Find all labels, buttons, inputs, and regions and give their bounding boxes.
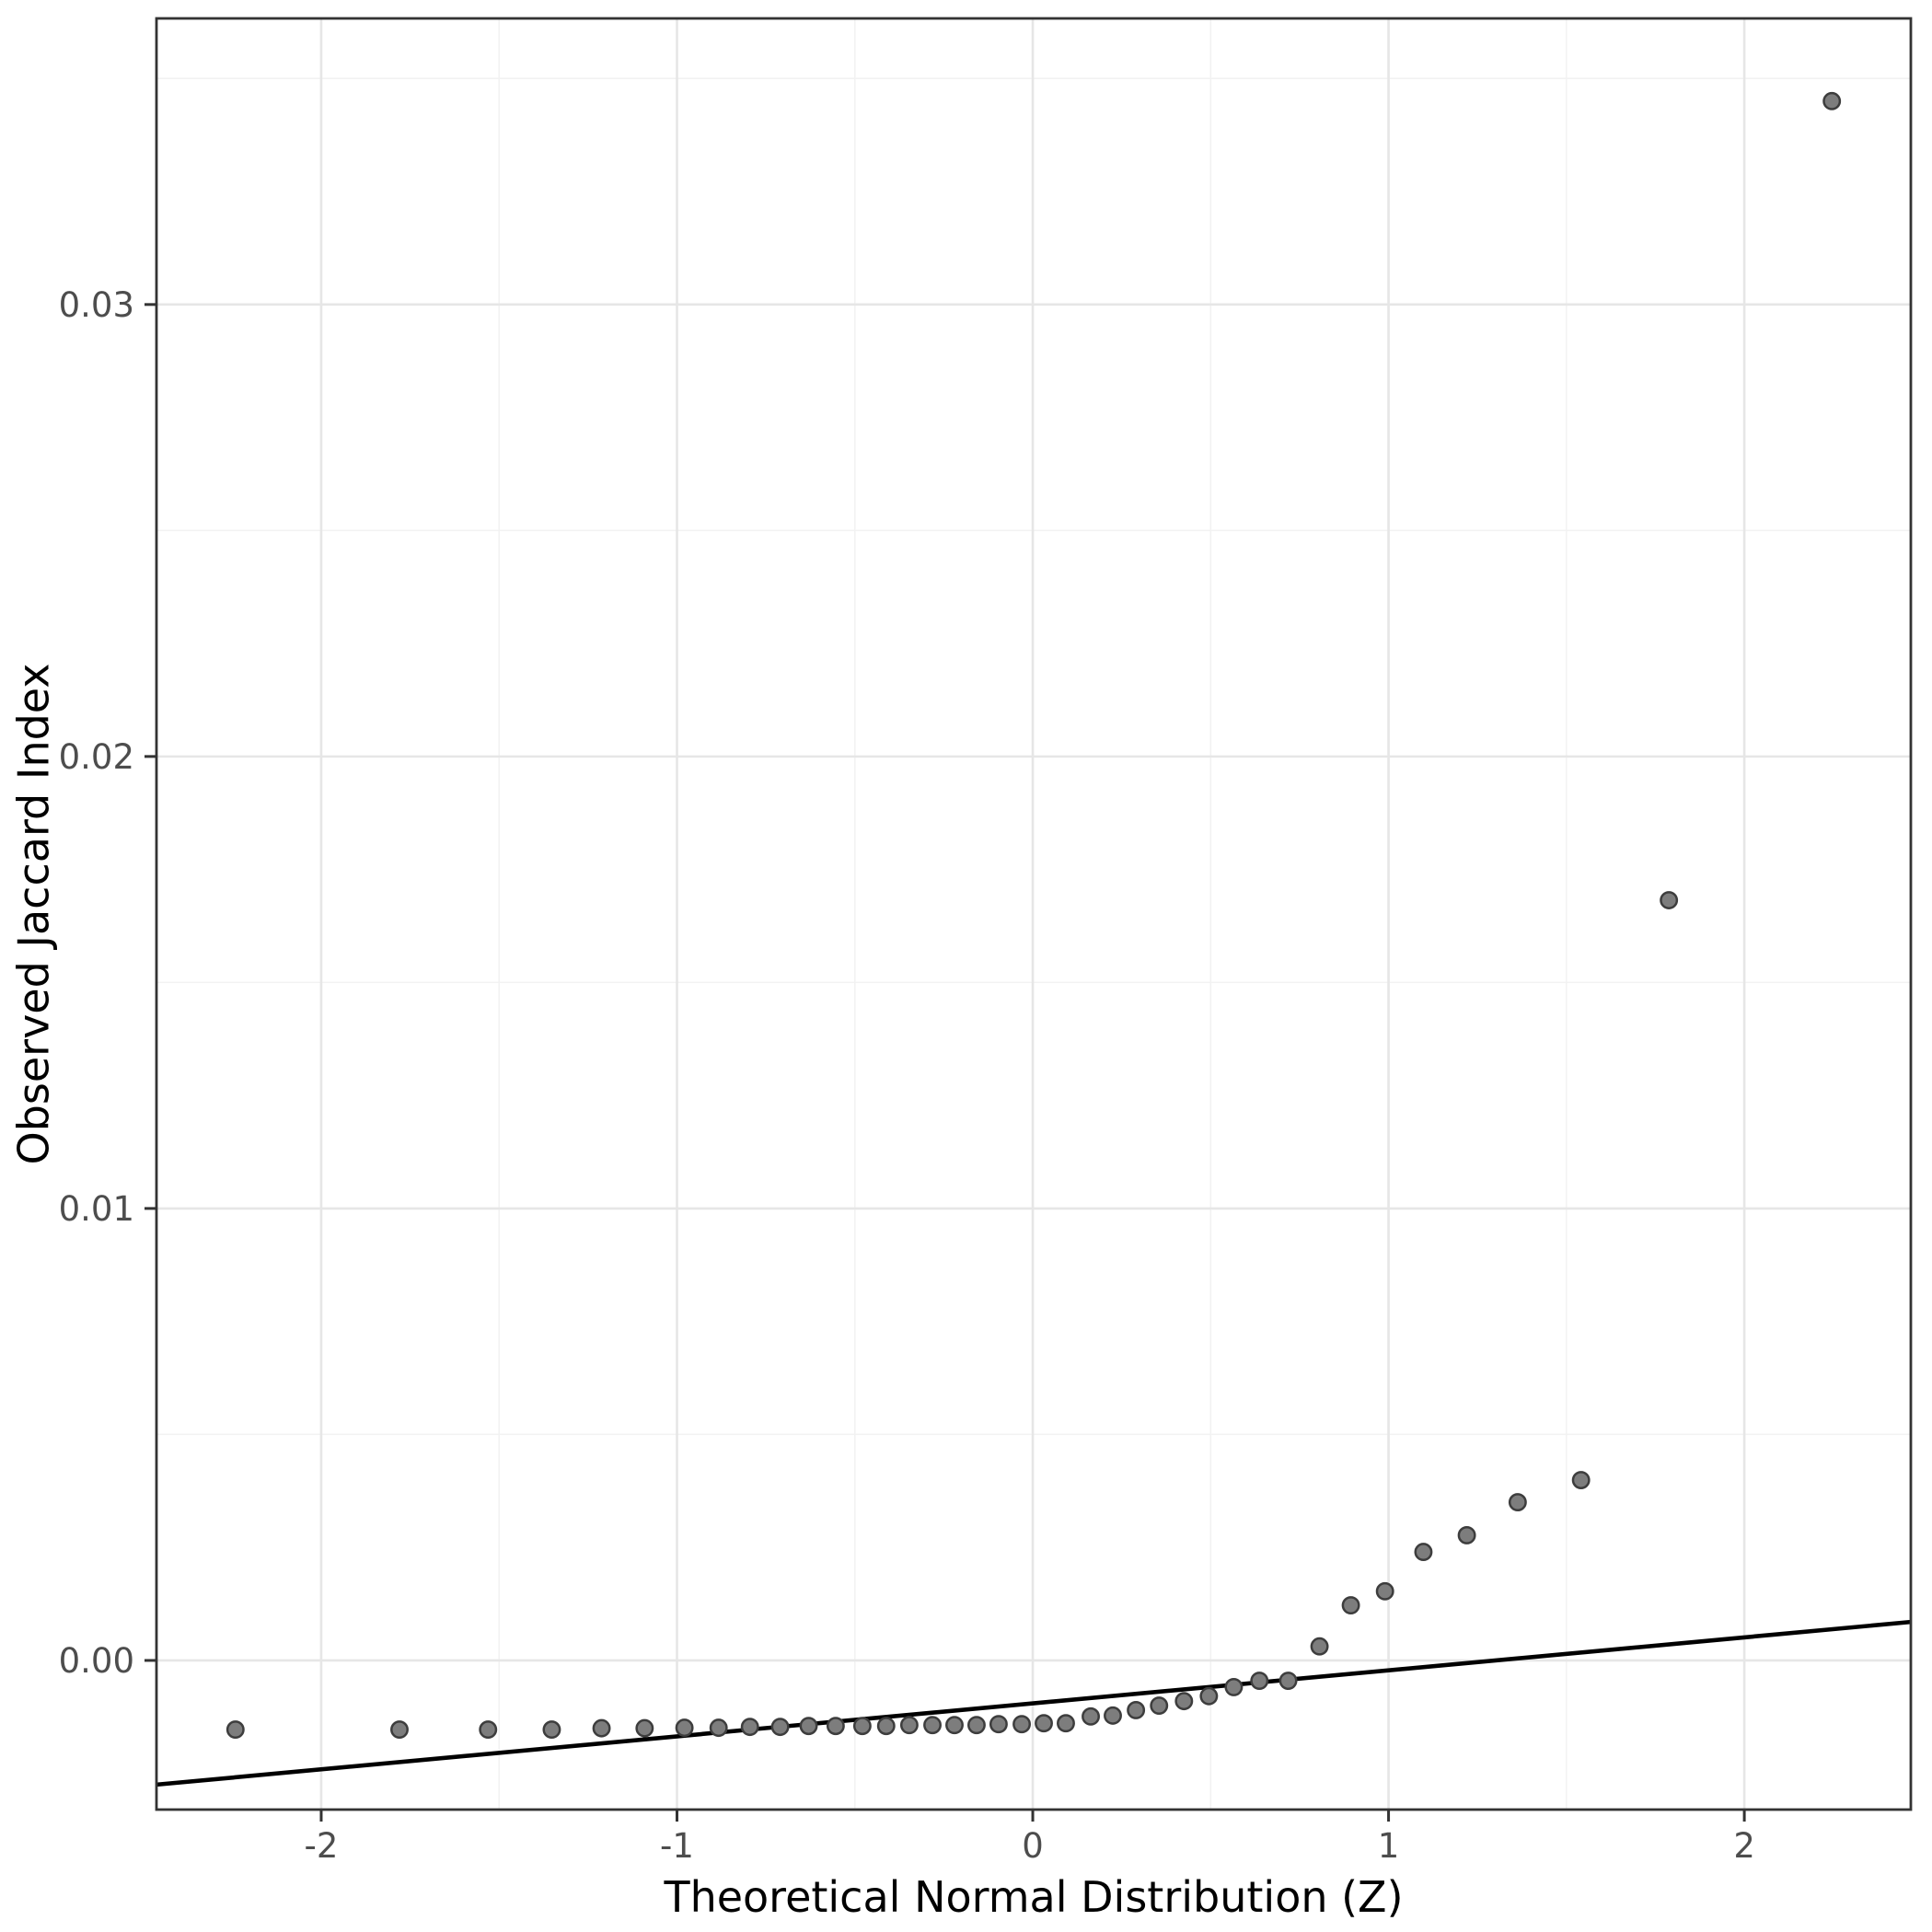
data-point	[740, 1718, 759, 1737]
data-point	[1250, 1672, 1269, 1691]
y-tick-label: 0.03	[59, 285, 134, 325]
data-point	[1199, 1686, 1219, 1706]
data-point	[709, 1718, 728, 1738]
data-point	[1278, 1672, 1298, 1691]
data-point	[1375, 1581, 1394, 1601]
y-tick-label: 0.02	[59, 737, 134, 777]
x-tick-label: 1	[1378, 1826, 1400, 1866]
data-point	[1174, 1692, 1194, 1711]
data-point	[226, 1720, 245, 1740]
y-tick-label: 0.00	[59, 1641, 134, 1681]
reference-line	[156, 1619, 1912, 1787]
data-point	[799, 1717, 818, 1736]
data-point	[1057, 1714, 1075, 1733]
data-point	[1508, 1493, 1527, 1512]
y-axis-title-wrap: Observed Jaccard Index	[7, 18, 59, 1810]
data-point	[592, 1718, 611, 1738]
x-tick-label: 2	[1733, 1826, 1755, 1866]
x-axis-title: Theoretical Normal Distribution (Z)	[664, 1872, 1404, 1922]
y-tick-label: 0.01	[59, 1189, 134, 1229]
data-point	[989, 1715, 1008, 1734]
data-point	[479, 1720, 498, 1740]
data-point	[390, 1720, 409, 1740]
data-point	[1127, 1701, 1146, 1719]
data-point	[1012, 1715, 1032, 1734]
data-point	[1341, 1596, 1360, 1614]
data-point	[675, 1718, 694, 1738]
data-point	[1571, 1471, 1591, 1489]
data-point	[1104, 1706, 1122, 1725]
x-tick-label: 0	[1022, 1826, 1044, 1866]
data-point	[1224, 1677, 1244, 1696]
data-point	[967, 1716, 986, 1735]
y-axis-title: Observed Jaccard Index	[8, 663, 59, 1165]
data-point	[1414, 1543, 1433, 1562]
data-point	[876, 1717, 896, 1736]
data-point	[923, 1716, 942, 1735]
data-point	[1150, 1696, 1169, 1716]
data-point	[542, 1720, 561, 1740]
data-point	[852, 1717, 872, 1736]
data-point	[1310, 1637, 1329, 1656]
x-tick-label: -1	[660, 1826, 694, 1866]
data-point	[1660, 891, 1679, 909]
data-point	[1035, 1714, 1053, 1733]
data-point	[635, 1718, 654, 1738]
data-point	[945, 1716, 964, 1735]
data-point	[899, 1716, 919, 1735]
data-point	[1457, 1525, 1476, 1544]
data-point	[770, 1718, 790, 1737]
data-point	[1082, 1706, 1100, 1726]
data-point	[826, 1717, 845, 1736]
x-tick-label: -2	[305, 1826, 339, 1866]
data-point	[1822, 91, 1842, 110]
